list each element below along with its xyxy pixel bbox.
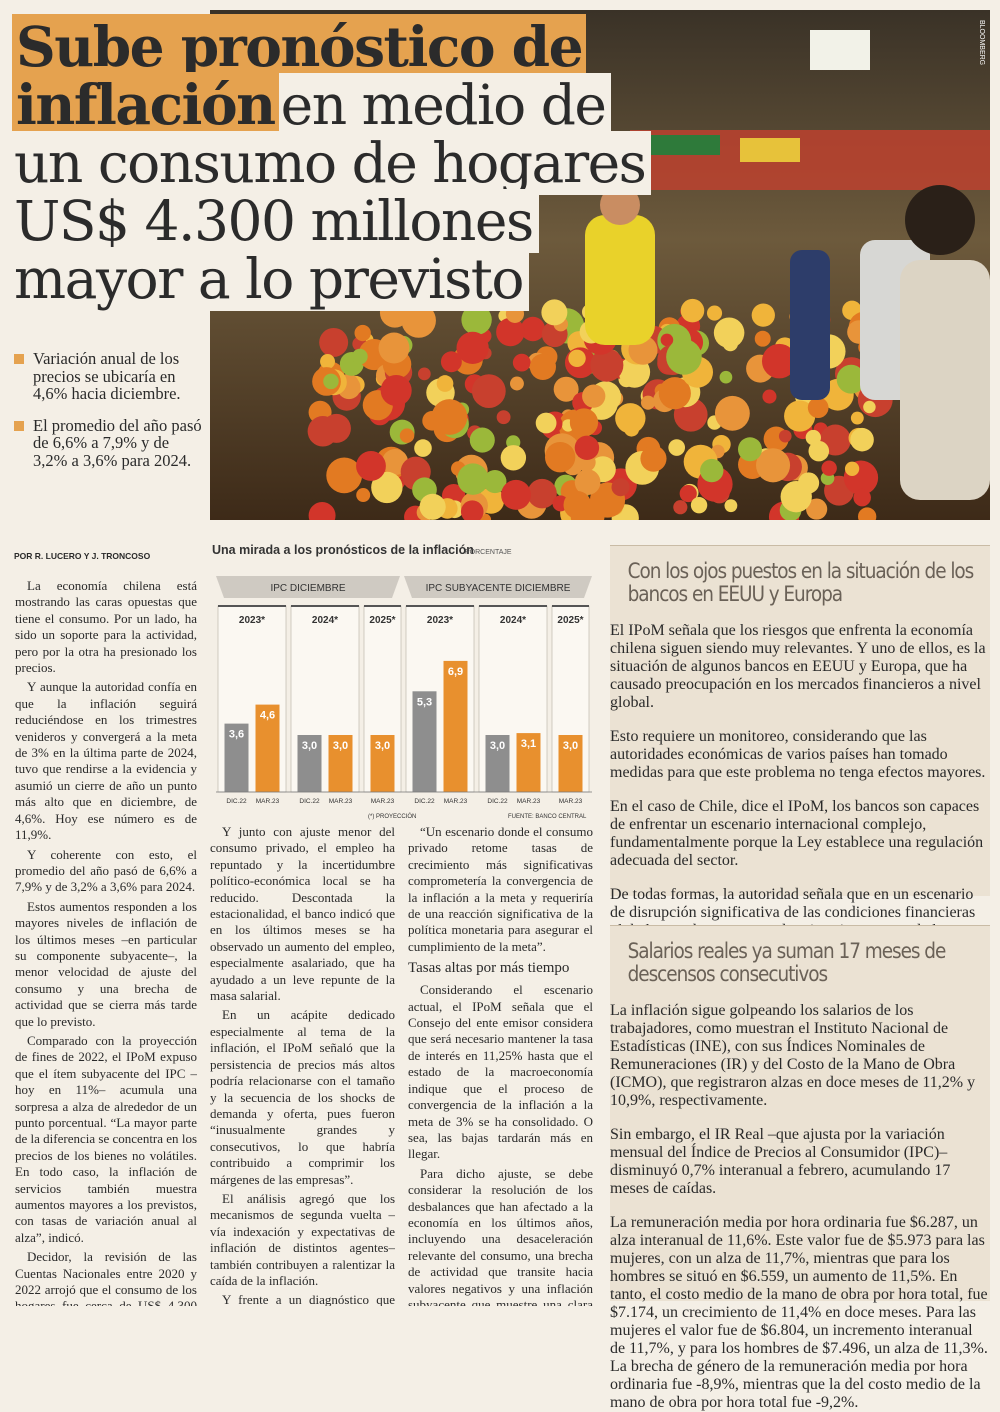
panel-label: IPC DICIEMBRE bbox=[270, 583, 345, 594]
group-label: 2025* bbox=[369, 615, 395, 626]
value-label: 3,0 bbox=[302, 740, 317, 752]
value-label: 3,6 bbox=[229, 729, 244, 741]
byline: POR R. LUCERO Y J. TRONCOSO bbox=[14, 551, 151, 561]
headline-line: mayor a lo previsto bbox=[12, 247, 530, 311]
value-label: 6,9 bbox=[448, 666, 463, 678]
value-label: 3,0 bbox=[490, 740, 505, 752]
value-label: 3,0 bbox=[333, 740, 348, 752]
bar bbox=[516, 733, 541, 792]
value-label: 4,6 bbox=[260, 710, 275, 722]
paragraph: Estos aumentos responden a los mayores n… bbox=[15, 898, 197, 1029]
paragraph: Y frente a un diagnóstico que habla de l… bbox=[222, 1292, 395, 1306]
headline-line: Sube pronóstico de bbox=[12, 14, 587, 79]
sidebar-body: La inflación sigue golpeando los salario… bbox=[610, 1002, 990, 1412]
sidebar: Salarios reales ya suman 17 meses de des… bbox=[610, 925, 990, 1411]
paragraph: Para dicho ajuste, se debe considerar la… bbox=[408, 1165, 593, 1306]
headline-text: mayor a lo previsto bbox=[12, 247, 530, 311]
paragraph: Comparado con la proyección de fines de … bbox=[15, 1032, 197, 1245]
sidebar-title: Con los ojos puestos en la situación de … bbox=[627, 559, 975, 606]
paragraph: Y coherente con esto, el promedio del añ… bbox=[15, 846, 197, 895]
group-label: 2023* bbox=[239, 615, 265, 626]
paragraph: El análisis agregó que los mecanismos de… bbox=[210, 1190, 395, 1288]
headline-text: US$ 4.300 millones bbox=[12, 189, 539, 253]
column: “Un escenario donde el consumo privado r… bbox=[408, 824, 593, 1306]
paragraph: En un acápite dedicado especialmente al … bbox=[210, 1007, 395, 1187]
column: Y junto con ajuste menor del consumo pri… bbox=[210, 824, 395, 1306]
panel-header bbox=[216, 576, 400, 598]
paragraph: La inflación sigue golpeando los salario… bbox=[610, 1002, 976, 1109]
bar-category: MAR.23 bbox=[329, 798, 353, 805]
sidebar-title: Salarios reales ya suman 17 meses de des… bbox=[627, 939, 947, 986]
headline-highlight: Sube pronóstico de bbox=[12, 14, 587, 79]
chart-title: Una mirada a los pronósticos de la infla… bbox=[212, 543, 474, 557]
paragraph: Y junto con ajuste menor del consumo pri… bbox=[210, 824, 395, 1004]
bar bbox=[297, 735, 322, 792]
headline-line: un consumo de hogares bbox=[12, 131, 652, 195]
bar-category: MAR.23 bbox=[371, 798, 395, 805]
column: La economía chilena está mostrando las c… bbox=[15, 578, 197, 1306]
bar-category: MAR.23 bbox=[256, 798, 280, 805]
headline-text: en medio de bbox=[278, 73, 612, 137]
chart-source: FUENTE: BANCO CENTRAL bbox=[508, 814, 587, 820]
group-label: 2024* bbox=[500, 615, 526, 626]
paragraph: El IPoM señala que los riesgos que enfre… bbox=[610, 622, 986, 711]
value-label: 3,0 bbox=[563, 740, 578, 752]
subhead: Tasas altas por más tiempo bbox=[408, 960, 570, 977]
panel-label: IPC SUBYACENTE DICIEMBRE bbox=[426, 583, 571, 594]
paragraph: La economía chilena está mostrando las c… bbox=[15, 578, 197, 676]
bar-category: MAR.23 bbox=[559, 798, 583, 805]
bullets: Variación anual de los precios se ubicar… bbox=[12, 350, 202, 483]
group-label: 2025* bbox=[557, 615, 583, 626]
paragraph: En el caso de Chile, dice el IPoM, los b… bbox=[610, 798, 984, 869]
bar bbox=[443, 660, 468, 792]
chart-note: (*) PROYECCIÓN bbox=[368, 813, 416, 820]
bar-category: DIC.22 bbox=[414, 798, 435, 805]
bar bbox=[370, 735, 395, 792]
paragraph: Y aunque la autoridad confía en que la i… bbox=[15, 679, 197, 843]
bar-category: DIC.22 bbox=[299, 798, 320, 805]
headline-line: inflación en medio de bbox=[12, 72, 612, 137]
headline-line: US$ 4.300 millones bbox=[12, 189, 539, 253]
page: BLOOMBERG Sube pronóstico de inflación en… bbox=[12, 10, 990, 1411]
paragraph: La remuneración media por hora ordinaria… bbox=[610, 1214, 988, 1411]
headline-text: un consumo de hogares bbox=[12, 131, 652, 195]
bar bbox=[558, 735, 583, 792]
bullet: Variación anual de los precios se ubicar… bbox=[12, 350, 202, 403]
chart: Una mirada a los pronósticos de la infla… bbox=[212, 543, 592, 820]
bar-category: DIC.22 bbox=[226, 798, 247, 805]
sidebar: Con los ojos puestos en la situación de … bbox=[610, 545, 990, 1011]
bar bbox=[224, 723, 249, 792]
bar-category: MAR.23 bbox=[444, 798, 468, 805]
bar-category: MAR.23 bbox=[517, 798, 541, 805]
value-label: 3,1 bbox=[521, 738, 536, 750]
photo-credit: BLOOMBERG bbox=[978, 20, 985, 65]
paragraph: Esto requiere un monitoreo, considerando… bbox=[610, 728, 986, 781]
panel-header bbox=[404, 576, 592, 598]
headline-highlight: inflación bbox=[12, 72, 279, 137]
bullet: El promedio del año pasó de 6,6% a 7,9% … bbox=[12, 416, 202, 470]
paragraph: Decidor, la revisión de las Cuentas Naci… bbox=[15, 1249, 197, 1306]
group-label: 2023* bbox=[427, 615, 453, 626]
value-label: 3,0 bbox=[375, 740, 390, 752]
bar-category: DIC.22 bbox=[487, 798, 508, 805]
bar bbox=[328, 735, 353, 792]
paragraph: Considerando el escenario actual, el IPo… bbox=[408, 982, 593, 1162]
chart-unit: PORCENTAJE bbox=[465, 549, 512, 556]
value-label: 5,3 bbox=[417, 696, 432, 708]
group-label: 2024* bbox=[312, 615, 338, 626]
paragraph: Sin embargo, el IR Real –que ajusta por … bbox=[610, 1126, 951, 1197]
bar bbox=[485, 735, 510, 792]
paragraph: “Un escenario donde el consumo privado r… bbox=[408, 824, 593, 954]
bar bbox=[255, 704, 280, 792]
bar bbox=[412, 691, 437, 792]
